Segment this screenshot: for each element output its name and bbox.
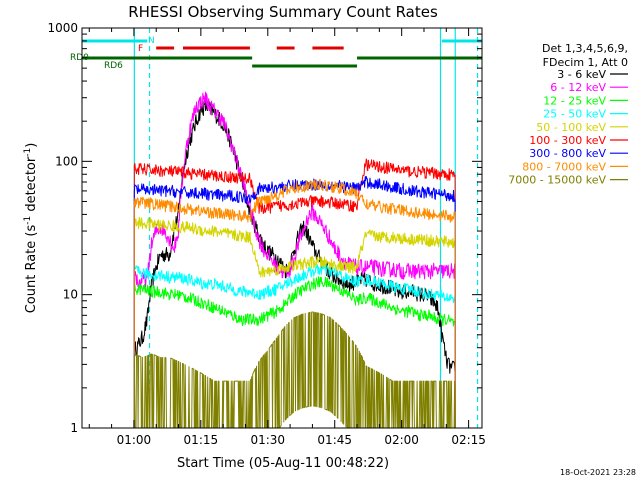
y-axis-label-part2: detector [24,156,39,216]
y-axis-label: Count Rate (s-1 detector-1) [23,143,39,314]
y-tick-label: 10 [63,288,78,302]
series-line-5 [133,216,456,428]
flag-label-f: F [138,44,143,54]
plot-timestamp: 18-Oct-2021 23:28 [560,468,636,477]
legend-label-9: 7000 - 15000 keV [508,174,606,187]
y-tick-label: 1 [70,421,78,435]
x-axis-label: Start Time (05-Aug-11 00:48:22) [177,456,389,471]
y-axis-label-part3: ) [24,143,39,148]
series-line-2 [133,91,456,428]
chart-title: RHESSI Observing Summary Count Rates [128,3,438,21]
legend-label-5: 50 - 100 keV [536,121,606,134]
legend-label-1: 3 - 6 keV [557,68,606,81]
x-axis: 01:00 01:15 01:30 01:45 02:00 02:15 [88,28,486,447]
series-line-4 [133,263,456,428]
legend-label-4: 25 - 50 keV [543,108,606,121]
legend-label-7: 300 - 800 keV [529,147,606,160]
legend-label-6: 100 - 300 keV [529,134,606,147]
legend-header-line2: FDecim 1, Att 0 [543,56,628,69]
x-tick-label: 01:15 [184,433,219,447]
legend-header-line1: Det 1,3,4,5,6,9, [542,42,628,55]
legend-label-3: 12 - 25 keV [543,94,606,107]
x-tick-label: 01:00 [117,433,152,447]
y-tick-label: 100 [55,154,78,168]
y-axis-label-exponent1: -1 [23,216,33,225]
y-axis: 1 10 100 1000 [47,21,482,435]
series-line-6 [133,158,456,428]
legend: Det 1,3,4,5,6,9, FDecim 1, Att 0 3 - 6 k… [508,42,628,187]
series-line-1 [133,99,456,428]
x-tick-label: 01:45 [317,433,352,447]
x-tick-label: 01:30 [250,433,285,447]
series-line-8 [133,179,456,428]
flag-label-rd6: RD6 [104,61,123,71]
x-tick-label: 02:15 [451,433,486,447]
x-tick-label: 02:00 [384,433,419,447]
plot-area [82,28,482,428]
flag-label-n: N [148,36,155,46]
legend-label-8: 800 - 7000 keV [522,160,606,173]
series-line-3 [133,276,456,428]
series-line-9 [133,311,456,428]
y-axis-label-exponent2: -1 [23,148,33,157]
plot-frame [81,27,483,429]
y-axis-label-part1: Count Rate (s [24,225,39,314]
y-tick-label: 1000 [47,21,78,35]
legend-label-2: 6 - 12 keV [550,81,606,94]
flag-label-rd0: RD0 [70,53,89,63]
